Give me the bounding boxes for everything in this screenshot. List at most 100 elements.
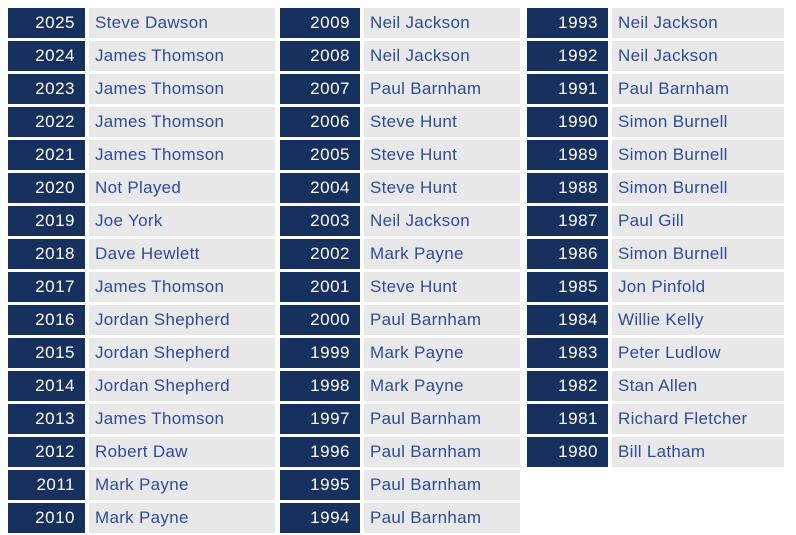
year-cell: 1986 bbox=[527, 239, 608, 269]
table-row: 2020 Not Played bbox=[8, 173, 275, 203]
year-cell: 2009 bbox=[280, 8, 360, 38]
year-cell: 2017 bbox=[8, 272, 85, 302]
winner-name-cell: Paul Barnham bbox=[612, 74, 784, 104]
year-cell: 2018 bbox=[8, 239, 85, 269]
winner-name-cell: Paul Barnham bbox=[364, 437, 520, 467]
year-cell: 2019 bbox=[8, 206, 85, 236]
winner-name-cell: Dave Hewlett bbox=[89, 239, 275, 269]
table-row: 1993 Neil Jackson bbox=[527, 8, 784, 38]
year-cell: 2022 bbox=[8, 107, 85, 137]
winner-name-cell: Neil Jackson bbox=[612, 8, 784, 38]
winner-name-cell: James Thomson bbox=[89, 41, 275, 71]
table-row: 2023 James Thomson bbox=[8, 74, 275, 104]
winner-name-cell: Paul Barnham bbox=[364, 74, 520, 104]
table-row: 1981 Richard Fletcher bbox=[527, 404, 784, 434]
year-cell: 1993 bbox=[527, 8, 608, 38]
year-cell: 1995 bbox=[280, 470, 360, 500]
table-row: 1997 Paul Barnham bbox=[280, 404, 520, 434]
table-row: 1995 Paul Barnham bbox=[280, 470, 520, 500]
winner-name-cell: Simon Burnell bbox=[612, 239, 784, 269]
year-cell: 1985 bbox=[527, 272, 608, 302]
winner-name-cell: Neil Jackson bbox=[612, 41, 784, 71]
year-cell: 1982 bbox=[527, 371, 608, 401]
year-cell: 2001 bbox=[280, 272, 360, 302]
table-row: 2016 Jordan Shepherd bbox=[8, 305, 275, 335]
table-row: 2004 Steve Hunt bbox=[280, 173, 520, 203]
table-row: 2013 James Thomson bbox=[8, 404, 275, 434]
winner-name-cell: Mark Payne bbox=[89, 470, 275, 500]
year-cell: 2016 bbox=[8, 305, 85, 335]
winner-name-cell: Paul Barnham bbox=[364, 503, 520, 533]
winner-name-cell: James Thomson bbox=[89, 140, 275, 170]
table-row: 2017 James Thomson bbox=[8, 272, 275, 302]
table-row: 1991 Paul Barnham bbox=[527, 74, 784, 104]
winner-name-cell: Jordan Shepherd bbox=[89, 371, 275, 401]
year-cell: 2004 bbox=[280, 173, 360, 203]
table-row: 2012 Robert Daw bbox=[8, 437, 275, 467]
year-cell: 1997 bbox=[280, 404, 360, 434]
table-row: 2005 Steve Hunt bbox=[280, 140, 520, 170]
table-row: 2001 Steve Hunt bbox=[280, 272, 520, 302]
table-row: 2009 Neil Jackson bbox=[280, 8, 520, 38]
table-row: 1996 Paul Barnham bbox=[280, 437, 520, 467]
table-row: 2010 Mark Payne bbox=[8, 503, 275, 533]
winner-name-cell: Paul Gill bbox=[612, 206, 784, 236]
year-cell: 2011 bbox=[8, 470, 85, 500]
year-cell: 2006 bbox=[280, 107, 360, 137]
year-cell: 2010 bbox=[8, 503, 85, 533]
winner-name-cell: Paul Barnham bbox=[364, 470, 520, 500]
winner-name-cell: Richard Fletcher bbox=[612, 404, 784, 434]
year-cell: 1981 bbox=[527, 404, 608, 434]
table-row: 2024 James Thomson bbox=[8, 41, 275, 71]
winner-name-cell: Peter Ludlow bbox=[612, 338, 784, 368]
winner-name-cell: James Thomson bbox=[89, 272, 275, 302]
table-row: 2021 James Thomson bbox=[8, 140, 275, 170]
year-cell: 2020 bbox=[8, 173, 85, 203]
year-cell: 1987 bbox=[527, 206, 608, 236]
winners-column-2025-2010: 2025 Steve Dawson 2024 James Thomson 2023 Jam… bbox=[8, 8, 275, 535]
winner-name-cell: Steve Hunt bbox=[364, 107, 520, 137]
table-row: 2025 Steve Dawson bbox=[8, 8, 275, 38]
winner-name-cell: James Thomson bbox=[89, 107, 275, 137]
winner-name-cell: Mark Payne bbox=[364, 338, 520, 368]
year-cell: 2000 bbox=[280, 305, 360, 335]
year-cell: 2013 bbox=[8, 404, 85, 434]
year-cell: 1996 bbox=[280, 437, 360, 467]
table-row: 1984 Willie Kelly bbox=[527, 305, 784, 335]
table-row: 2014 Jordan Shepherd bbox=[8, 371, 275, 401]
winner-name-cell: Willie Kelly bbox=[612, 305, 784, 335]
winner-name-cell: Neil Jackson bbox=[364, 41, 520, 71]
winner-name-cell: Bill Latham bbox=[612, 437, 784, 467]
year-cell: 2012 bbox=[8, 437, 85, 467]
table-row: 1982 Stan Allen bbox=[527, 371, 784, 401]
winner-name-cell: Paul Barnham bbox=[364, 404, 520, 434]
table-row: 2015 Jordan Shepherd bbox=[8, 338, 275, 368]
winner-name-cell: Steve Hunt bbox=[364, 173, 520, 203]
winners-column-1993-1980: 1993 Neil Jackson 1992 Neil Jackson 1991 Paul… bbox=[527, 8, 784, 470]
year-cell: 2008 bbox=[280, 41, 360, 71]
table-row: 1988 Simon Burnell bbox=[527, 173, 784, 203]
winner-name-cell: James Thomson bbox=[89, 404, 275, 434]
winner-name-cell: Not Played bbox=[89, 173, 275, 203]
winner-name-cell: Mark Payne bbox=[89, 503, 275, 533]
table-row: 1994 Paul Barnham bbox=[280, 503, 520, 533]
year-cell: 1998 bbox=[280, 371, 360, 401]
winner-name-cell: Jon Pinfold bbox=[612, 272, 784, 302]
year-cell: 1984 bbox=[527, 305, 608, 335]
table-row: 1980 Bill Latham bbox=[527, 437, 784, 467]
winner-name-cell: Steve Dawson bbox=[89, 8, 275, 38]
table-row: 2002 Mark Payne bbox=[280, 239, 520, 269]
year-cell: 2015 bbox=[8, 338, 85, 368]
year-cell: 1992 bbox=[527, 41, 608, 71]
year-cell: 1983 bbox=[527, 338, 608, 368]
winner-name-cell: Neil Jackson bbox=[364, 206, 520, 236]
year-cell: 1980 bbox=[527, 437, 608, 467]
year-cell: 1991 bbox=[527, 74, 608, 104]
winner-name-cell: Jordan Shepherd bbox=[89, 305, 275, 335]
winner-name-cell: Robert Daw bbox=[89, 437, 275, 467]
year-cell: 2023 bbox=[8, 74, 85, 104]
year-cell: 2002 bbox=[280, 239, 360, 269]
table-row: 2008 Neil Jackson bbox=[280, 41, 520, 71]
year-cell: 2014 bbox=[8, 371, 85, 401]
